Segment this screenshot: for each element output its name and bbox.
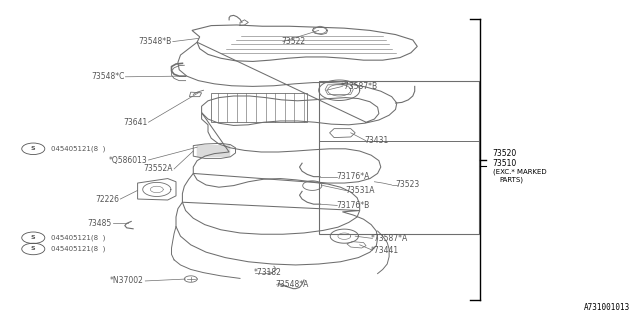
Text: 73522: 73522 xyxy=(282,37,306,46)
Text: 73520: 73520 xyxy=(493,149,517,158)
Text: *73441: *73441 xyxy=(371,246,399,255)
Text: S: S xyxy=(31,235,36,240)
Text: 73485: 73485 xyxy=(88,219,112,228)
Text: A731001013: A731001013 xyxy=(584,303,630,312)
Text: *N37002: *N37002 xyxy=(110,276,144,285)
Text: (EXC.* MARKED: (EXC.* MARKED xyxy=(493,169,547,175)
Text: S: S xyxy=(31,246,36,252)
Text: 73552A: 73552A xyxy=(143,164,173,173)
Text: 73176*A: 73176*A xyxy=(336,172,369,181)
Text: 73531A: 73531A xyxy=(346,186,375,195)
Text: 73510: 73510 xyxy=(493,159,517,168)
Text: *Q586013: *Q586013 xyxy=(108,156,147,164)
Text: 73176*B: 73176*B xyxy=(336,201,369,210)
Text: *73182: *73182 xyxy=(253,268,282,277)
Text: 73548*A: 73548*A xyxy=(275,280,308,289)
Text: *73587*B: *73587*B xyxy=(340,82,378,91)
Text: *73587*A: *73587*A xyxy=(371,234,408,243)
Text: PARTS): PARTS) xyxy=(499,177,524,183)
Bar xyxy=(319,81,479,234)
Text: 73641: 73641 xyxy=(123,118,147,127)
Text: 73548*B: 73548*B xyxy=(138,37,172,46)
Bar xyxy=(319,81,479,141)
Text: 045405121(8  ): 045405121(8 ) xyxy=(51,246,106,252)
Text: S: S xyxy=(31,146,36,151)
Text: 73523: 73523 xyxy=(396,180,420,189)
Text: 045405121(8  ): 045405121(8 ) xyxy=(51,235,106,241)
Text: 72226: 72226 xyxy=(95,195,119,204)
Text: 73431: 73431 xyxy=(365,136,389,145)
Text: 73548*C: 73548*C xyxy=(92,72,125,81)
Text: 045405121(8  ): 045405121(8 ) xyxy=(51,146,106,152)
